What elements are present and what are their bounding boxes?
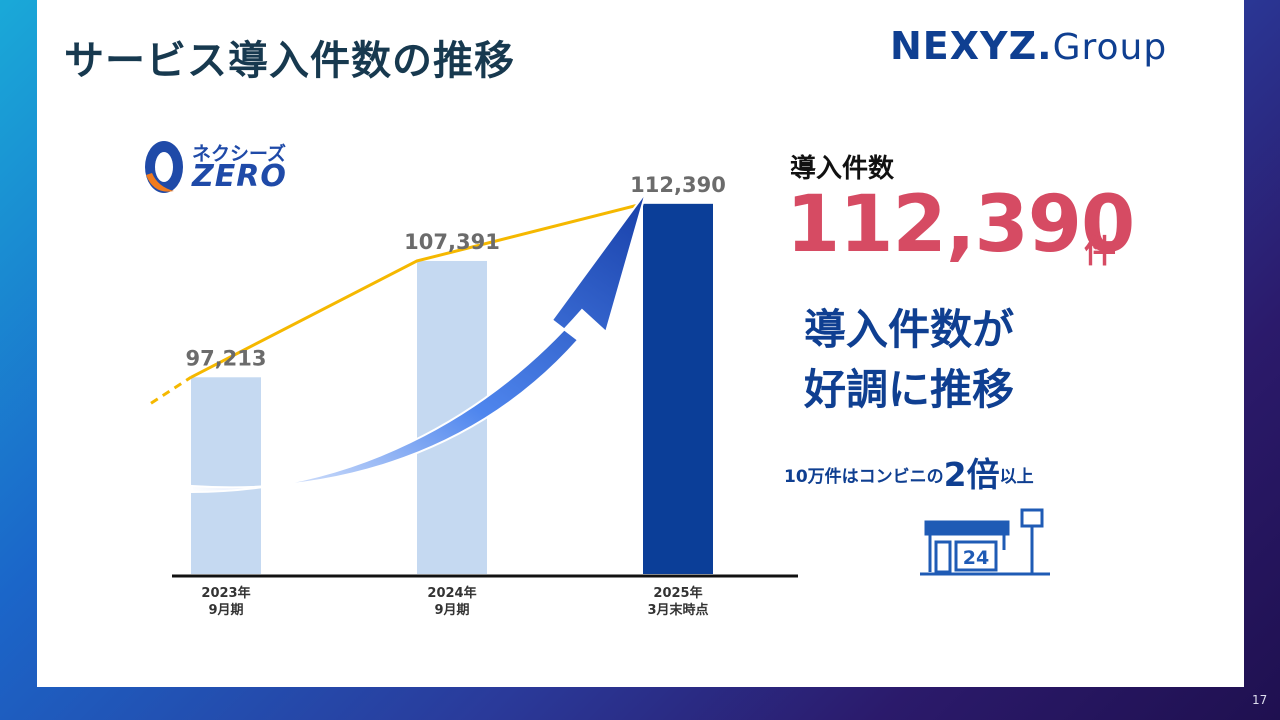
note-big: 2倍: [943, 455, 1000, 494]
page-title: サービス導入件数の推移: [64, 38, 515, 84]
zero-product-logo: ネクシーズ ZERO: [140, 137, 310, 197]
nexyz-group-logo: NEXYZ.Group: [890, 24, 1167, 68]
trend-line-dashed-start: [150, 376, 192, 405]
installations-bar-chart: 97,213 107,391 112,390 2023年 9月期 2024年 9月期 202…: [150, 173, 798, 618]
data-label-2: 107,391: [404, 230, 500, 254]
x-tick-label-3-2: 3月末時点: [647, 602, 708, 618]
data-label-3: 112,390: [630, 173, 726, 197]
headline: 導入件数が 好調に推移: [804, 300, 1014, 420]
data-label-1: 97,213: [185, 346, 266, 370]
x-tick-label-3-1: 2025年: [653, 585, 702, 601]
bar-3: [643, 203, 713, 574]
kpi-unit: 件: [1084, 232, 1117, 270]
comparison-note: 10万件はコンビニの2倍以上: [784, 448, 1034, 496]
brand-main: NEXYZ.: [890, 24, 1053, 68]
headline-line-2: 好調に推移: [804, 365, 1015, 414]
x-tick-label-2-2: 9月期: [434, 603, 469, 618]
zero-logo-icon: [145, 141, 183, 193]
note-pre: 10万件はコンビニの: [784, 467, 944, 487]
headline-line-1: 導入件数が: [804, 305, 1015, 354]
kpi-value: 112,390: [786, 180, 1135, 270]
convenience-store-icon: 24: [920, 508, 1050, 576]
product-logo-kana: ネクシーズ: [192, 143, 287, 165]
x-tick-label-1-1: 2023年: [201, 585, 250, 601]
growth-arrow: [191, 191, 647, 494]
brand-sub: Group: [1052, 27, 1168, 68]
trend-line: [190, 202, 644, 379]
kpi-label: 導入件数: [790, 154, 895, 184]
x-tick-label-2-1: 2024年: [427, 585, 476, 601]
page-number: 17: [1252, 693, 1268, 707]
bar-1: [191, 377, 261, 574]
product-logo-name: ZERO: [192, 159, 287, 194]
x-tick-label-1-2: 9月期: [208, 603, 243, 618]
store-icon-text: 24: [963, 547, 989, 569]
note-post: 以上: [999, 467, 1034, 487]
